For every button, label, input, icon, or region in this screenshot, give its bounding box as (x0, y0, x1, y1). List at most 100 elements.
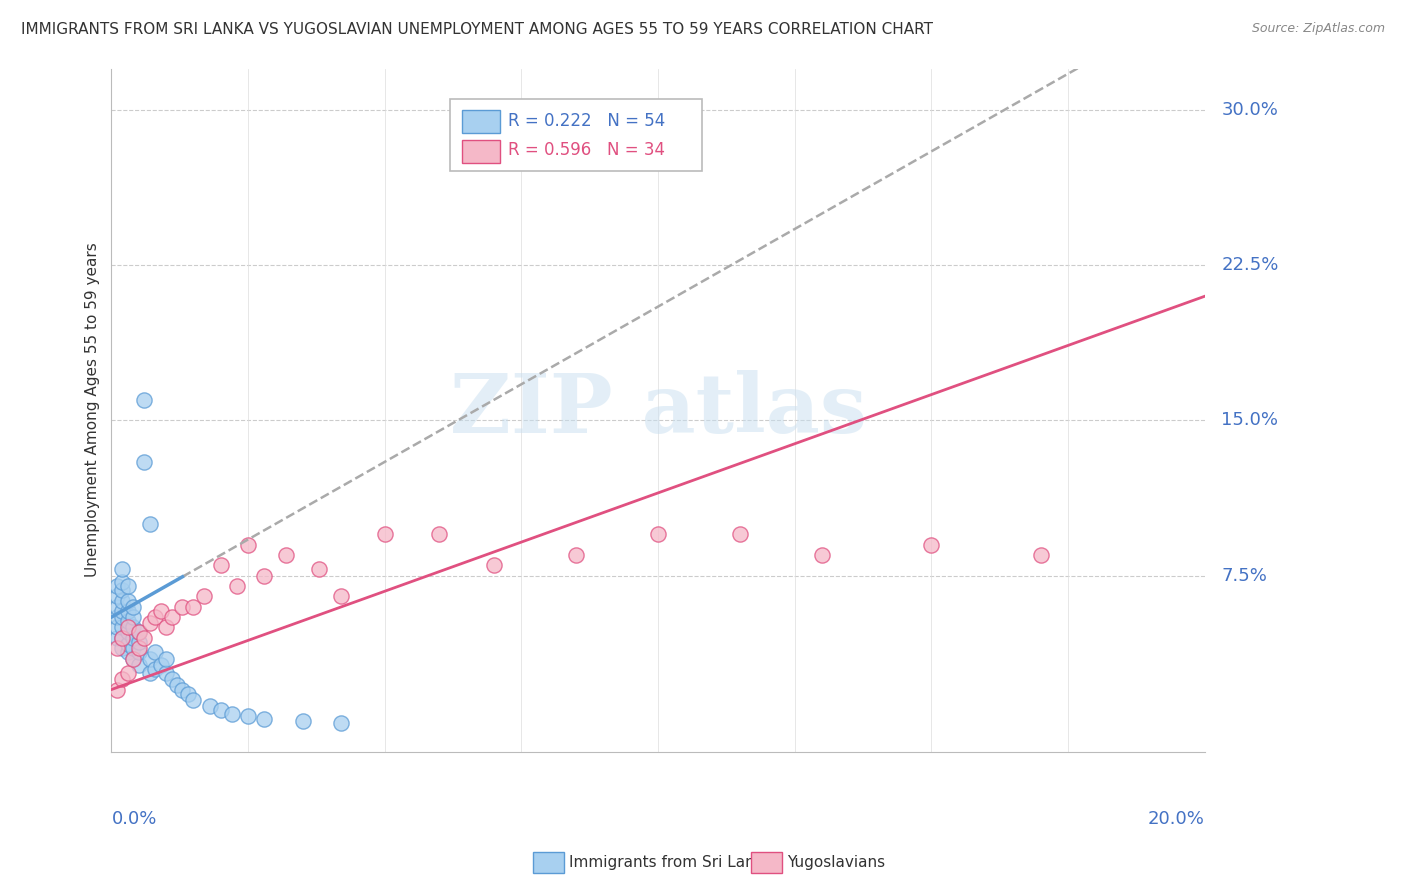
Point (253, 568, 276, 582)
Point (128, 641, 150, 656)
Point (122, 641, 145, 656)
Point (198, 699, 221, 714)
Point (728, 527, 751, 541)
Point (111, 593, 134, 607)
Point (236, 709, 259, 723)
Point (209, 558, 232, 573)
Point (128, 624, 150, 639)
Point (111, 562, 134, 576)
Point (105, 631, 128, 645)
Text: 20.0%: 20.0% (1147, 810, 1205, 828)
FancyBboxPatch shape (463, 139, 499, 163)
Point (111, 641, 134, 656)
Point (111, 631, 134, 645)
Point (117, 579, 139, 593)
Point (122, 620, 145, 634)
Point (155, 651, 177, 665)
Point (193, 590, 215, 604)
Point (122, 599, 145, 614)
Text: 0.0%: 0.0% (111, 810, 157, 828)
Point (105, 682, 128, 697)
Point (128, 635, 150, 649)
Point (111, 574, 134, 589)
Point (166, 678, 188, 692)
Point (105, 590, 128, 604)
Point (160, 610, 183, 624)
Point (134, 392, 156, 407)
Point (111, 672, 134, 686)
Point (128, 657, 150, 672)
Point (122, 651, 145, 665)
Point (117, 645, 139, 659)
Point (117, 665, 139, 680)
Point (117, 604, 139, 618)
Point (226, 579, 249, 593)
Point (117, 614, 139, 628)
Point (128, 645, 150, 659)
Point (236, 538, 259, 552)
Point (134, 455, 156, 469)
Point (374, 527, 396, 541)
Point (920, 538, 942, 552)
Y-axis label: Unemployment Among Ages 55 to 59 years: Unemployment Among Ages 55 to 59 years (86, 243, 100, 577)
Point (111, 583, 134, 598)
FancyBboxPatch shape (463, 111, 499, 134)
Point (330, 715, 353, 730)
Point (253, 712, 276, 726)
Point (565, 548, 588, 562)
Point (111, 631, 134, 645)
Point (330, 590, 353, 604)
Text: Immigrants from Sri Lanka: Immigrants from Sri Lanka (569, 855, 773, 870)
Point (138, 665, 160, 680)
Point (122, 610, 145, 624)
Text: 15.0%: 15.0% (1222, 411, 1278, 429)
Point (482, 558, 505, 573)
Point (111, 610, 134, 624)
Text: R = 0.596   N = 34: R = 0.596 N = 34 (509, 142, 665, 160)
Text: ZIP atlas: ZIP atlas (450, 370, 866, 450)
Point (647, 527, 669, 541)
Point (183, 693, 205, 707)
Point (143, 662, 166, 676)
Text: Yugoslavians: Yugoslavians (787, 855, 886, 870)
Point (134, 631, 156, 645)
Point (111, 620, 134, 634)
Point (128, 624, 150, 639)
Point (117, 620, 139, 634)
Point (143, 645, 166, 659)
Point (117, 593, 139, 607)
Point (105, 641, 128, 656)
Point (138, 651, 160, 665)
Point (122, 631, 145, 645)
FancyBboxPatch shape (450, 99, 702, 171)
Point (138, 616, 160, 631)
Point (105, 579, 128, 593)
Point (117, 624, 139, 639)
Point (177, 687, 200, 701)
Text: Source: ZipAtlas.com: Source: ZipAtlas.com (1251, 22, 1385, 36)
Point (811, 548, 834, 562)
Point (105, 599, 128, 614)
Point (111, 604, 134, 618)
Point (105, 610, 128, 624)
Point (117, 637, 139, 651)
Point (291, 714, 314, 728)
Point (105, 620, 128, 634)
Text: R = 0.222   N = 54: R = 0.222 N = 54 (509, 112, 665, 130)
Point (143, 610, 166, 624)
Point (155, 665, 177, 680)
Point (221, 707, 243, 722)
Point (209, 703, 232, 717)
Point (172, 599, 194, 614)
Point (429, 527, 451, 541)
Text: 22.5%: 22.5% (1222, 256, 1278, 274)
Point (138, 516, 160, 531)
Point (122, 651, 145, 665)
Point (172, 682, 194, 697)
Point (276, 548, 298, 562)
Text: IMMIGRANTS FROM SRI LANKA VS YUGOSLAVIAN UNEMPLOYMENT AMONG AGES 55 TO 59 YEARS : IMMIGRANTS FROM SRI LANKA VS YUGOSLAVIAN… (21, 22, 934, 37)
Text: 7.5%: 7.5% (1222, 566, 1267, 584)
Point (149, 604, 172, 618)
Point (308, 562, 330, 576)
Point (183, 599, 205, 614)
